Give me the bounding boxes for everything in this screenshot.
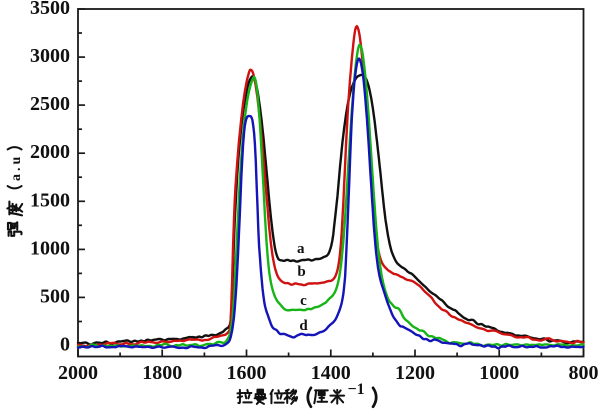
svg-text:3000: 3000 (30, 45, 70, 67)
svg-text:2000: 2000 (30, 141, 70, 163)
svg-text:0: 0 (60, 334, 70, 356)
svg-text:2000: 2000 (58, 362, 98, 384)
svg-text:1800: 1800 (142, 362, 182, 384)
svg-text:1000: 1000 (30, 237, 70, 259)
svg-text:a: a (297, 241, 305, 257)
svg-text:1000: 1000 (479, 362, 519, 384)
svg-text:1500: 1500 (30, 189, 70, 211)
svg-text:b: b (297, 264, 305, 280)
svg-text:a.u: a.u (9, 154, 24, 181)
svg-text:2500: 2500 (30, 93, 70, 115)
svg-text:−1: −1 (348, 381, 365, 398)
svg-text:1600: 1600 (227, 362, 267, 384)
svg-text:c: c (300, 293, 307, 309)
svg-text:3500: 3500 (30, 0, 70, 19)
svg-text:d: d (299, 318, 308, 334)
svg-text:1400: 1400 (311, 362, 351, 384)
svg-text:500: 500 (40, 285, 70, 307)
svg-text:1200: 1200 (395, 362, 435, 384)
svg-text:800: 800 (569, 362, 599, 384)
